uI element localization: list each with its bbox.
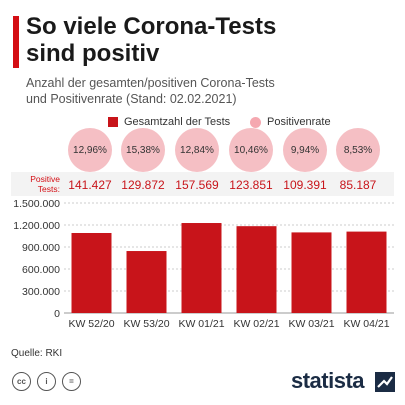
x-tick-label: KW 52/20: [68, 318, 114, 330]
attribution-icon[interactable]: i: [37, 372, 56, 391]
statista-logo-mark: [375, 372, 395, 392]
positive-tests-band: [11, 172, 394, 196]
statista-mark-icon: [377, 376, 393, 388]
rate-bubble: 12,84%: [175, 128, 219, 172]
legend-label-rate: Positivenrate: [267, 116, 331, 128]
y-tick-label: 1.500.000: [13, 198, 60, 210]
rate-bubble: 8,53%: [336, 128, 380, 172]
y-tick-label: 1.200.000: [13, 220, 60, 232]
bar: [71, 232, 112, 313]
subtitle-line-1: Anzahl der gesamten/positiven Corona-Tes…: [26, 76, 275, 90]
rate-bubble: 10,46%: [229, 128, 273, 172]
x-tick-label: KW 01/21: [178, 318, 224, 330]
bar: [126, 251, 167, 313]
legend-swatch-rate: [250, 116, 261, 128]
title-accent-bar: [13, 16, 19, 68]
y-tick-label: 0: [54, 308, 60, 320]
legend-item-total: Gesamtzahl der Tests: [108, 116, 230, 128]
legend-swatch-total: [108, 117, 118, 127]
bar: [291, 232, 332, 313]
statista-logo[interactable]: statista: [291, 368, 365, 393]
positive-tests-value: 129.872: [121, 178, 165, 192]
x-tick-label: KW 03/21: [288, 318, 334, 330]
y-tick-label: 900.000: [22, 242, 60, 254]
legend-item-rate: Positivenrate: [250, 116, 331, 128]
bar: [181, 223, 222, 313]
title-line-1: So viele Corona-Tests: [26, 13, 277, 40]
positive-tests-value: 123.851: [229, 178, 273, 192]
legend-label-total: Gesamtzahl der Tests: [124, 116, 231, 128]
rate-bubble: 15,38%: [121, 128, 165, 172]
positive-tests-value: 141.427: [68, 178, 112, 192]
positive-tests-value: 109.391: [283, 178, 327, 192]
y-tick-label: 300.000: [22, 286, 60, 298]
x-tick-label: KW 53/20: [123, 318, 169, 330]
no-derivatives-icon[interactable]: =: [62, 372, 81, 391]
bar: [346, 231, 387, 313]
cc-icon[interactable]: cc: [12, 372, 31, 391]
positive-tests-value: 157.569: [175, 178, 219, 192]
rate-bubble: 9,94%: [283, 128, 327, 172]
x-tick-label: KW 02/21: [233, 318, 279, 330]
positive-tests-value: 85.187: [339, 178, 377, 192]
y-tick-label: 600.000: [22, 264, 60, 276]
x-tick-label: KW 04/21: [343, 318, 389, 330]
bar-chart: 0 300.000 600.000 900.000 1.200.000 1.500.000…: [13, 198, 394, 330]
source-note: Quelle: RKI: [11, 348, 63, 359]
title-line-2: sind positiv: [26, 40, 160, 67]
chart-subtitle: Anzahl der gesamten/positiven Corona-Tes…: [26, 75, 275, 107]
page-title: So viele Corona-Tests sind positiv: [26, 13, 276, 67]
subtitle-line-2: und Positivenrate (Stand: 02.02.2021): [26, 92, 237, 106]
positive-tests-label: Positive Tests:: [30, 174, 60, 194]
rate-bubble: 12,96%: [68, 128, 112, 172]
chart-legend: Gesamtzahl der Tests Positivenrate: [0, 116, 405, 132]
bar: [236, 226, 277, 313]
